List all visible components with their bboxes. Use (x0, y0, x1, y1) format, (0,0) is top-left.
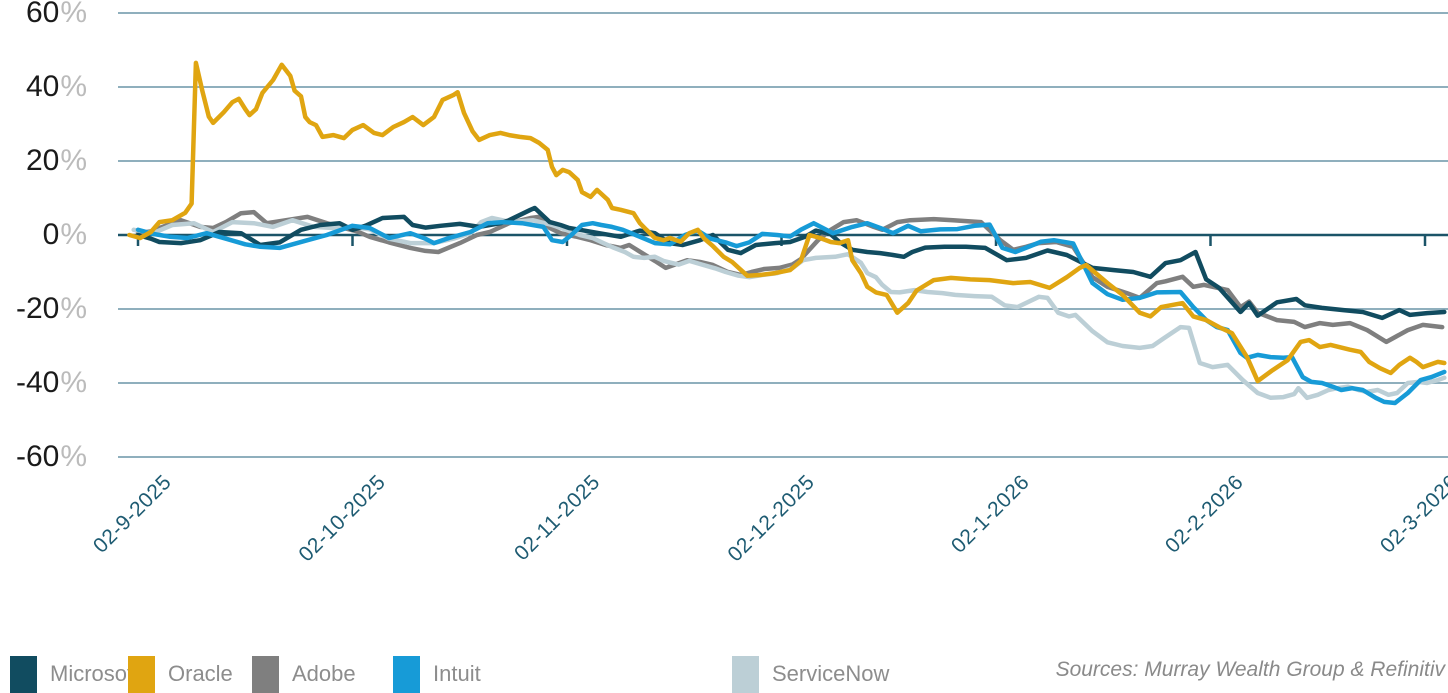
y-axis-label: -20% (15, 292, 87, 325)
legend-item-intuit: Intuit (393, 656, 481, 693)
legend-label: ServiceNow (772, 661, 890, 686)
legend-swatch-microsoft (10, 656, 37, 693)
legend-label: Adobe (292, 661, 356, 686)
y-axis-label: 60% (25, 0, 87, 29)
series-line-oracle (127, 60, 1447, 384)
plot-area (118, 12, 1448, 458)
y-axis-label: -40% (15, 366, 87, 399)
series-line-servicenow (131, 215, 1447, 401)
y-axis-label: 40% (25, 70, 87, 103)
legend-label: Oracle (168, 661, 233, 686)
series-line-microsoft (135, 205, 1447, 321)
legend-swatch-intuit (393, 656, 420, 693)
legend-swatch-servicenow (732, 656, 759, 693)
y-axis-label: 20% (25, 144, 87, 177)
legend-item-microsoft: Microsoft (10, 656, 139, 693)
legend-swatch-oracle (128, 656, 155, 693)
legend-item-adobe: Adobe (252, 656, 356, 693)
source-note: Sources: Murray Wealth Group & Refinitiv (1055, 658, 1445, 681)
y-axis-label: 0% (42, 218, 87, 251)
legend-item-oracle: Oracle (128, 656, 233, 693)
series-line-intuit (135, 219, 1447, 406)
legend-swatch-adobe (252, 656, 279, 693)
legend-item-servicenow: ServiceNow (732, 656, 889, 693)
legend: Microsoft Oracle Adobe Intuit ServiceNow (0, 648, 1448, 693)
legend-label: Intuit (433, 661, 481, 686)
legend-label: Microsoft (50, 661, 140, 686)
y-axis-label: -60% (15, 440, 87, 473)
